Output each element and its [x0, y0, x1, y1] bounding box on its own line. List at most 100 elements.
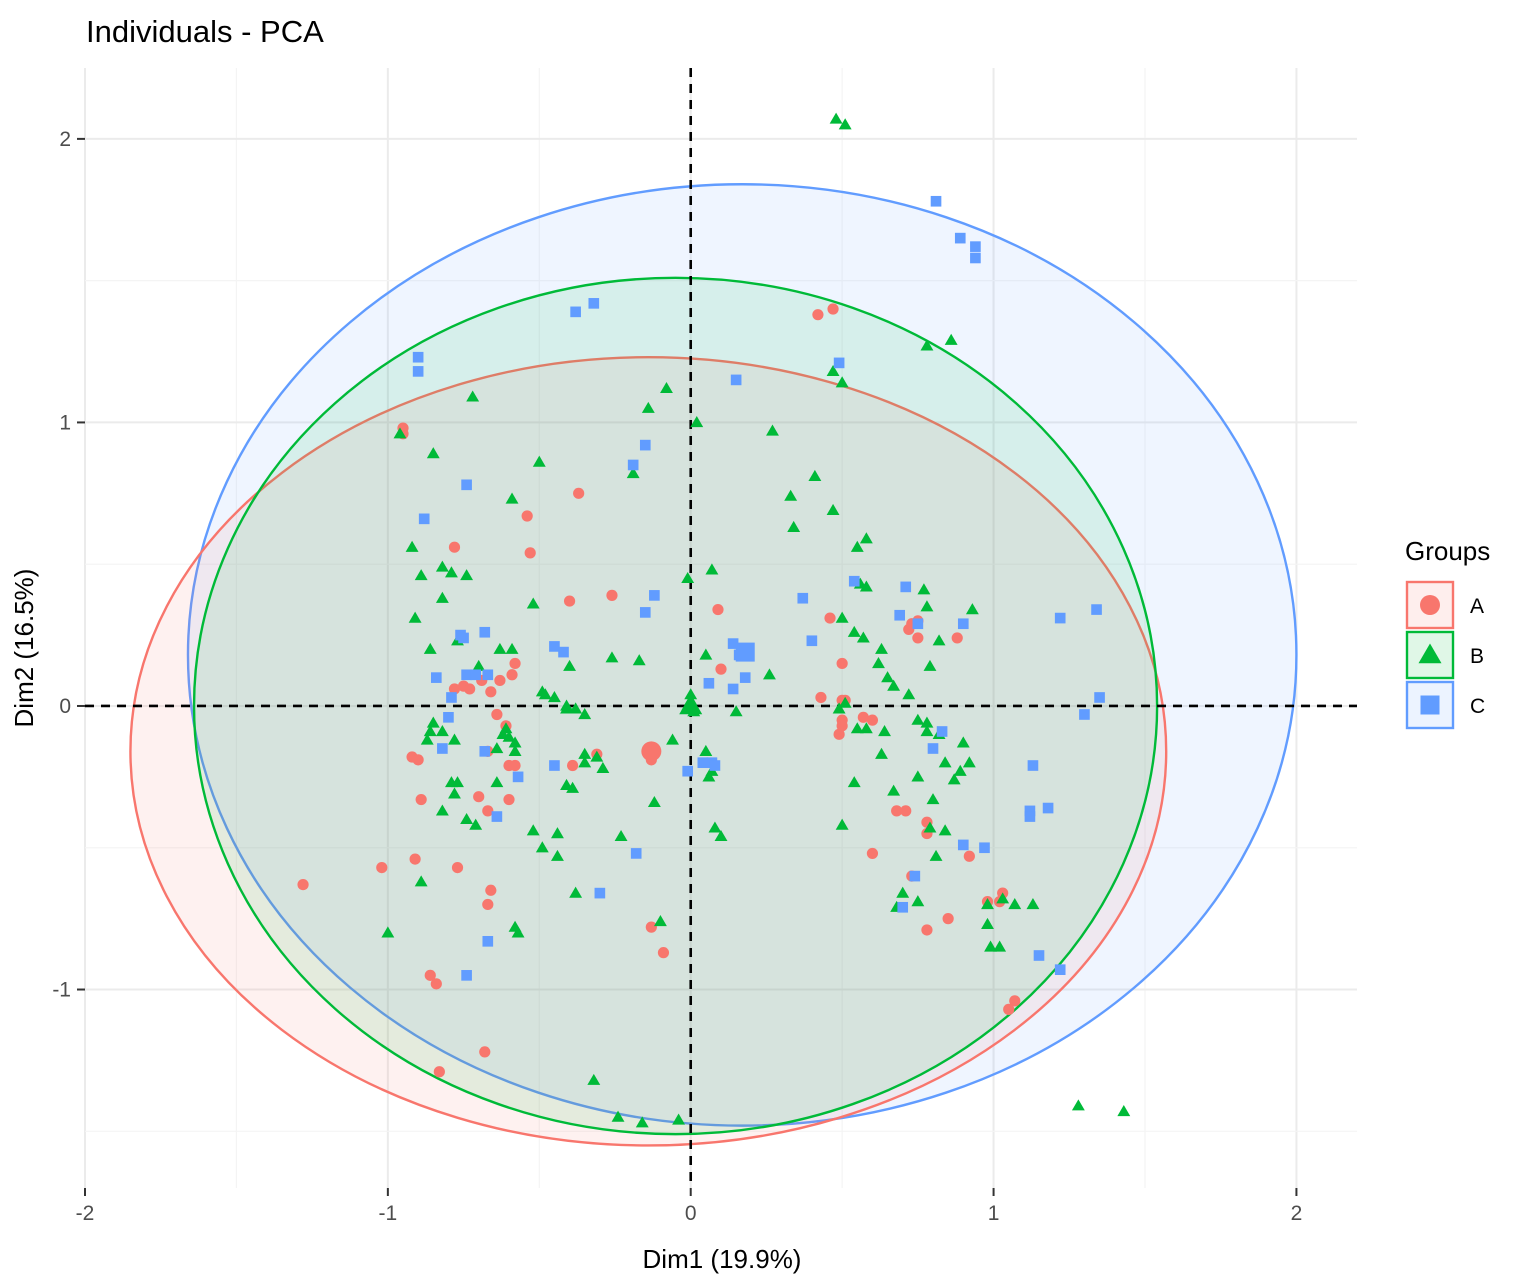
point-c [797, 592, 809, 604]
point-c [482, 669, 494, 681]
point-b [493, 642, 507, 654]
point-c [1091, 604, 1102, 615]
point-c [549, 760, 560, 771]
point-b [426, 447, 440, 459]
point-c [461, 970, 472, 981]
point-c [1033, 950, 1045, 961]
point-a [912, 632, 924, 644]
series-b [381, 112, 1131, 1128]
legend-key-b [1405, 630, 1455, 680]
point-b [923, 659, 937, 671]
point-b [787, 520, 801, 532]
point-b [641, 401, 655, 413]
point-b [672, 1113, 686, 1125]
point-c [703, 677, 715, 689]
point-b [929, 849, 943, 861]
point-c [482, 935, 494, 947]
point-b [551, 827, 564, 839]
point-c [1042, 802, 1054, 814]
point-a [451, 861, 464, 874]
point-b [563, 659, 577, 671]
point-a [412, 754, 424, 766]
point-b [423, 642, 437, 654]
point-a [1003, 1003, 1015, 1015]
point-b [932, 634, 946, 646]
axes: -2 -1 0 1 2 -1 0 1 2 [52, 128, 1302, 1225]
point-c [970, 252, 981, 264]
point-b [829, 112, 843, 124]
y-tick-label: -1 [52, 979, 71, 1002]
point-a [963, 850, 975, 862]
point-b [859, 580, 873, 592]
point-b [435, 804, 449, 816]
x-tick-label: 0 [685, 1202, 697, 1225]
reference-lines [85, 68, 1357, 1188]
point-c [894, 609, 906, 621]
point-b [875, 747, 888, 759]
point-b [1026, 898, 1040, 910]
point-a [485, 884, 497, 896]
point-b [526, 597, 540, 609]
point-c [1054, 964, 1066, 975]
point-b [784, 489, 798, 501]
point-b [653, 915, 667, 927]
point-b [838, 696, 852, 708]
point-b [859, 722, 873, 734]
centroid-a [641, 741, 662, 762]
point-a [482, 805, 494, 817]
point-c [957, 839, 969, 851]
point-c [512, 771, 524, 783]
point-a [433, 1066, 445, 1078]
point-c [549, 641, 560, 652]
point-b [911, 770, 925, 782]
point-a [606, 589, 618, 601]
data-points [297, 112, 1131, 1128]
point-b [426, 716, 440, 728]
point-b [596, 761, 610, 773]
point-a [900, 805, 912, 817]
point-b [705, 563, 719, 575]
legend-marker-a [1420, 595, 1440, 615]
point-c [848, 575, 860, 587]
y-axis-title: Dim2 (16.5%) [9, 569, 39, 728]
point-b [435, 725, 449, 737]
point-a [448, 683, 461, 695]
point-c [491, 811, 503, 822]
x-tick-label: -1 [379, 1202, 398, 1225]
point-c [936, 726, 948, 737]
point-a [415, 793, 427, 806]
point-c [909, 870, 921, 882]
point-b [587, 1073, 601, 1085]
point-b [859, 532, 873, 544]
point-a [376, 861, 388, 874]
point-b [850, 540, 864, 552]
point-a [464, 683, 476, 695]
point-c [970, 241, 981, 252]
point-a [891, 805, 903, 817]
point-c [594, 887, 606, 899]
point-b [611, 1110, 625, 1122]
point-b [435, 560, 449, 572]
point-a [857, 711, 869, 723]
point-b [681, 571, 695, 584]
legend-title: Groups [1405, 536, 1490, 566]
point-c [570, 306, 581, 318]
point-c [730, 374, 742, 386]
point-b [605, 651, 619, 663]
point-c [418, 513, 430, 525]
point-b [423, 725, 437, 737]
point-b [847, 625, 861, 637]
series-a [297, 303, 1021, 1078]
point-b [569, 702, 583, 714]
point-a [479, 1046, 491, 1058]
point-a [657, 947, 670, 959]
point-b [647, 795, 661, 808]
legend-label-a: A [1470, 595, 1484, 618]
point-b [490, 742, 504, 754]
point-b [838, 118, 852, 130]
point-b [1008, 898, 1022, 910]
point-b [535, 841, 549, 853]
point-a [824, 612, 836, 624]
point-a [833, 728, 845, 740]
point-b [832, 702, 846, 714]
